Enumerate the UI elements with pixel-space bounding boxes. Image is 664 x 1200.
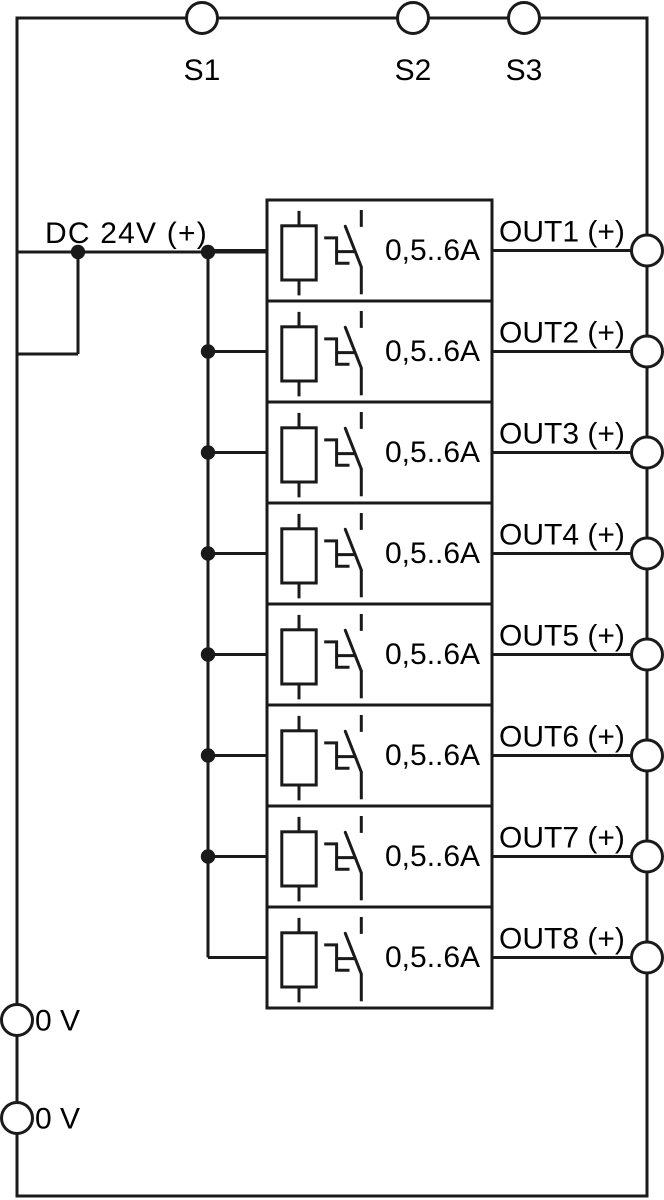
svg-text:OUT1 (+): OUT1 (+) — [499, 216, 625, 249]
svg-text:OUT7 (+): OUT7 (+) — [499, 822, 625, 855]
svg-text:OUT8 (+): OUT8 (+) — [499, 923, 625, 956]
svg-text:DC 24V (+): DC 24V (+) — [45, 217, 208, 250]
svg-text:OUT4 (+): OUT4 (+) — [499, 519, 625, 552]
svg-text:OUT3 (+): OUT3 (+) — [499, 418, 625, 451]
svg-text:OUT6 (+): OUT6 (+) — [499, 721, 625, 754]
svg-text:S3: S3 — [506, 54, 543, 87]
svg-text:OUT5 (+): OUT5 (+) — [499, 620, 625, 653]
svg-text:S2: S2 — [395, 54, 432, 87]
svg-text:0 V: 0 V — [35, 1103, 80, 1136]
svg-text:OUT2 (+): OUT2 (+) — [499, 317, 625, 350]
svg-text:S1: S1 — [184, 54, 221, 87]
svg-text:0 V: 0 V — [35, 1005, 80, 1038]
